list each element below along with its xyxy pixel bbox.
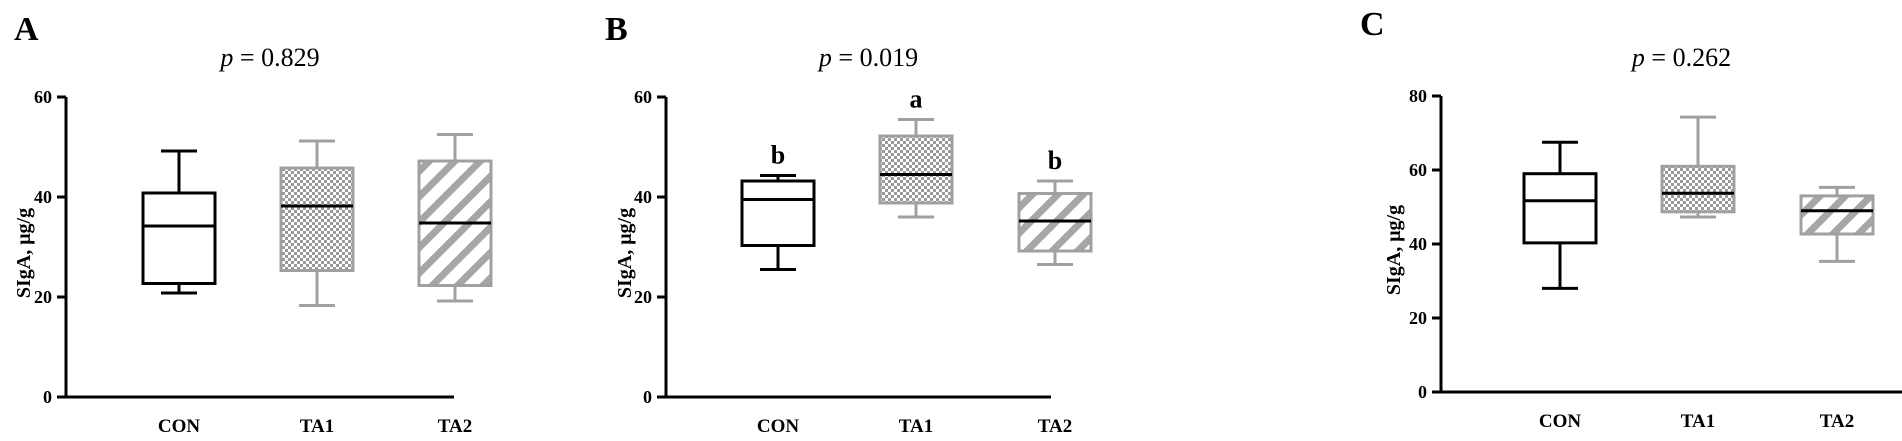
x-category-label-con: CON	[158, 416, 201, 437]
box-ta2	[1799, 194, 1875, 236]
x-category-label-ta1: TA1	[899, 416, 933, 437]
x-category-label-con: CON	[757, 416, 800, 437]
y-axis-label-c: SIgA, μg/g	[1383, 205, 1405, 295]
significance-letter-con: b	[771, 141, 785, 170]
p-symbol: p	[1630, 43, 1645, 72]
p-number: = 0.829	[233, 43, 319, 72]
box-con	[141, 191, 217, 285]
x-category-label-ta1: TA1	[1681, 411, 1715, 432]
p-symbol: p	[218, 43, 233, 72]
x-category-label-ta2: TA2	[438, 416, 472, 437]
x-category-label-ta2: TA2	[1038, 416, 1072, 437]
p-value-a: p = 0.829	[218, 43, 319, 72]
y-tick-label: 0	[1418, 382, 1427, 402]
p-number: = 0.019	[832, 43, 918, 72]
box-ta1	[878, 134, 954, 205]
y-tick-label: 60	[634, 87, 652, 107]
y-tick-label: 40	[634, 187, 652, 207]
y-axis-label-a: SIgA, μg/g	[13, 208, 35, 298]
y-tick-label: 80	[1409, 86, 1427, 106]
y-tick-label: 0	[643, 387, 652, 407]
box-ta1	[1660, 164, 1736, 214]
x-category-label-ta2: TA2	[1820, 411, 1854, 432]
panel-letter-a: A	[14, 11, 39, 48]
box-ta1	[279, 166, 355, 272]
y-axis-label-b: SIgA, μg/g	[614, 208, 636, 298]
y-tick-label: 60	[34, 87, 52, 107]
significance-letter-ta2: b	[1048, 146, 1062, 175]
p-number: = 0.262	[1645, 43, 1731, 72]
y-tick-label: 20	[1409, 308, 1427, 328]
p-value-c: p = 0.262	[1630, 43, 1731, 72]
panel-letter-c: C	[1360, 6, 1385, 43]
x-category-label-con: CON	[1539, 411, 1582, 432]
significance-letter-ta1: a	[910, 85, 923, 114]
y-tick-label: 40	[1409, 234, 1427, 254]
p-value-b: p = 0.019	[817, 43, 918, 72]
y-tick-label: 0	[43, 387, 52, 407]
box-con	[740, 179, 816, 247]
y-tick-label: 40	[34, 187, 52, 207]
y-tick-label: 20	[634, 287, 652, 307]
x-category-label-ta1: TA1	[300, 416, 334, 437]
y-tick-label: 60	[1409, 160, 1427, 180]
panel-letter-b: B	[605, 11, 628, 48]
y-tick-label: 20	[34, 287, 52, 307]
p-symbol: p	[817, 43, 832, 72]
box-con	[1522, 172, 1598, 245]
